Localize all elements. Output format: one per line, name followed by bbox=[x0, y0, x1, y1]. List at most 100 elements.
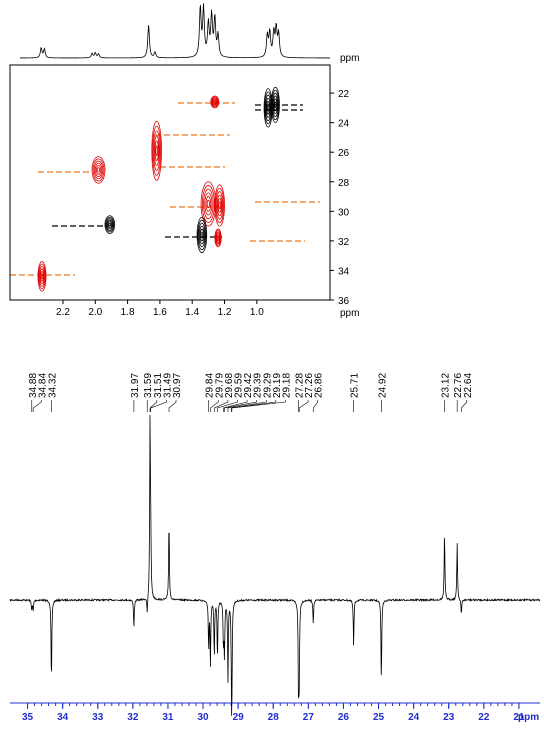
peak-connector bbox=[223, 400, 248, 412]
peak-connector bbox=[32, 400, 42, 412]
peak-label: 31.97 bbox=[130, 373, 141, 398]
contour bbox=[272, 95, 278, 115]
x-tick-label: 33 bbox=[92, 712, 104, 723]
contour bbox=[197, 219, 207, 251]
contour bbox=[94, 162, 103, 177]
contour bbox=[213, 99, 217, 105]
cross-peak bbox=[37, 261, 47, 292]
contour bbox=[154, 140, 159, 161]
contour bbox=[196, 216, 208, 254]
peak-label: 29.84 bbox=[205, 373, 216, 398]
contour bbox=[217, 198, 222, 213]
peak-connector bbox=[217, 400, 238, 412]
contour bbox=[215, 187, 225, 224]
peak-label: 34.88 bbox=[28, 373, 39, 398]
peak-connector bbox=[312, 400, 319, 412]
contour bbox=[212, 98, 218, 106]
contour bbox=[214, 230, 222, 246]
contour bbox=[214, 184, 225, 227]
peak-label: 29.68 bbox=[224, 373, 235, 398]
peak-connector bbox=[213, 400, 229, 412]
contour bbox=[215, 231, 221, 245]
x-tick-label: 1.8 bbox=[121, 307, 135, 318]
contour bbox=[216, 233, 221, 243]
peak-connector bbox=[227, 400, 267, 412]
contour bbox=[199, 228, 204, 242]
peak-label: 29.18 bbox=[281, 373, 292, 398]
peak-label: 34.32 bbox=[47, 373, 58, 398]
contour bbox=[91, 156, 106, 184]
cross-peak bbox=[91, 156, 106, 184]
x-tick-label: 1.0 bbox=[250, 307, 264, 318]
peak-label: 27.28 bbox=[295, 373, 306, 398]
peak-label: 22.64 bbox=[463, 373, 474, 398]
peak-label: 23.12 bbox=[441, 373, 452, 398]
contour bbox=[216, 234, 220, 242]
peak-label: 34.84 bbox=[37, 373, 48, 398]
peak-label: 29.79 bbox=[214, 373, 225, 398]
peak-connector bbox=[224, 400, 257, 412]
y-tick-label: 32 bbox=[338, 237, 350, 248]
contour bbox=[210, 95, 220, 109]
peak-connector bbox=[150, 400, 167, 412]
contour bbox=[95, 165, 102, 175]
x-tick-label: 24 bbox=[408, 712, 420, 723]
contour bbox=[216, 194, 223, 217]
proton-spectrum bbox=[20, 3, 330, 59]
x-tick-label: 21 bbox=[513, 712, 525, 723]
y-tick-label: 22 bbox=[338, 89, 350, 100]
hsqc-dashes bbox=[10, 102, 320, 276]
contour bbox=[211, 96, 219, 108]
contour bbox=[104, 215, 116, 234]
x-tick-label: 2.0 bbox=[88, 307, 102, 318]
contour bbox=[37, 261, 47, 292]
y-tick-label: 24 bbox=[338, 119, 350, 130]
y-tick-label: 30 bbox=[338, 207, 350, 218]
x-tick-label: 1.4 bbox=[185, 307, 199, 318]
contour bbox=[205, 196, 212, 212]
peak-connector bbox=[231, 400, 277, 412]
x-tick-label: 2.2 bbox=[56, 307, 70, 318]
dept-spectrum bbox=[9, 415, 541, 716]
contour bbox=[213, 100, 216, 104]
cross-peak bbox=[214, 184, 225, 227]
contour bbox=[274, 101, 277, 109]
peak-label: 29.19 bbox=[272, 373, 283, 398]
peak-connector bbox=[298, 400, 309, 412]
contour bbox=[97, 167, 100, 173]
contour bbox=[267, 104, 270, 112]
contour bbox=[270, 86, 280, 124]
x-axis-label: ppm bbox=[518, 712, 539, 723]
peak-label: 27.26 bbox=[304, 373, 315, 398]
contour bbox=[203, 188, 214, 220]
contour bbox=[199, 225, 205, 245]
x-tick-label: 34 bbox=[57, 712, 69, 723]
peak-label: 29.42 bbox=[243, 373, 254, 398]
y-axis-label: ppm bbox=[340, 53, 359, 64]
x-tick-label: 31 bbox=[162, 712, 174, 723]
peak-label: 31.51 bbox=[153, 373, 164, 398]
contour bbox=[107, 221, 112, 228]
contour bbox=[40, 273, 44, 280]
peak-connector bbox=[231, 400, 286, 412]
x-axis-label: ppm bbox=[340, 308, 359, 319]
cross-peak bbox=[263, 88, 273, 128]
contour bbox=[265, 94, 272, 122]
peak-connector bbox=[210, 400, 219, 412]
cross-peak bbox=[104, 215, 116, 234]
contour bbox=[216, 191, 224, 220]
peak-connector bbox=[149, 400, 158, 412]
x-tick-label: 25 bbox=[373, 712, 385, 723]
cross-peak bbox=[214, 228, 222, 248]
peak-label: 31.59 bbox=[143, 373, 154, 398]
peak-label: 31.49 bbox=[162, 373, 173, 398]
contour bbox=[273, 98, 278, 112]
contour bbox=[214, 228, 222, 248]
contour bbox=[200, 231, 204, 239]
contour bbox=[153, 130, 161, 171]
x-tick-label: 29 bbox=[233, 712, 245, 723]
peak-label: 24.92 bbox=[377, 373, 388, 398]
y-tick-label: 28 bbox=[338, 178, 350, 189]
x-tick-label: 22 bbox=[478, 712, 490, 723]
contour bbox=[201, 185, 215, 223]
